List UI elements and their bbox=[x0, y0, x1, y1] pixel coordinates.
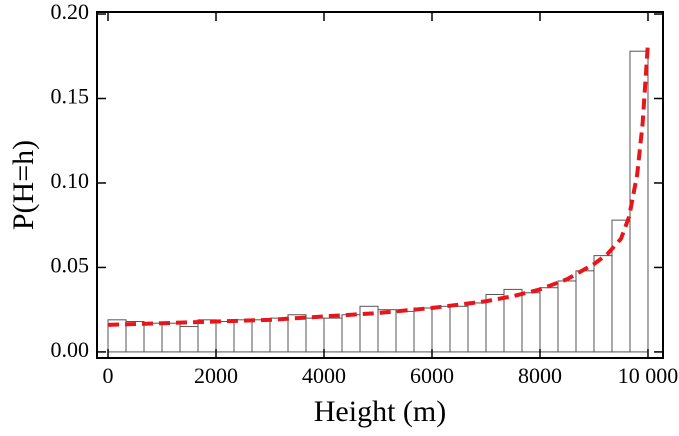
bar bbox=[431, 305, 451, 353]
y-tick-label: 0.20 bbox=[51, 0, 90, 24]
x-tick-label: 0 bbox=[103, 363, 114, 388]
bar bbox=[593, 255, 613, 353]
x-tick-label: 4000 bbox=[302, 363, 346, 388]
bar bbox=[467, 302, 487, 353]
y-axis-label: P(H=h) bbox=[7, 140, 40, 230]
bar bbox=[323, 317, 343, 353]
bar bbox=[251, 319, 271, 353]
bar bbox=[557, 280, 577, 353]
bar bbox=[539, 287, 559, 353]
bar bbox=[269, 317, 289, 353]
x-tick-label: 6000 bbox=[410, 363, 454, 388]
bar bbox=[197, 319, 217, 353]
bar bbox=[161, 322, 181, 353]
bar bbox=[287, 314, 307, 353]
bar bbox=[485, 293, 505, 353]
bar bbox=[305, 317, 325, 353]
bar bbox=[395, 310, 415, 353]
y-tick-label: 0.00 bbox=[51, 337, 90, 362]
bar bbox=[233, 319, 253, 353]
plot-frame bbox=[96, 11, 664, 359]
bar bbox=[575, 270, 595, 353]
fit-curve bbox=[107, 42, 650, 327]
bar bbox=[215, 321, 235, 353]
bar bbox=[377, 309, 397, 353]
x-tick-label: 8000 bbox=[518, 363, 562, 388]
x-tick-label: 10 000 bbox=[618, 363, 679, 388]
x-axis-label: Height (m) bbox=[314, 395, 446, 428]
x-tick-label: 2000 bbox=[194, 363, 238, 388]
bar bbox=[179, 326, 199, 353]
bar bbox=[341, 314, 361, 353]
bar bbox=[143, 322, 163, 353]
y-tick-label: 0.15 bbox=[51, 84, 90, 109]
y-tick-label: 0.10 bbox=[51, 168, 90, 193]
y-tick-label: 0.05 bbox=[51, 252, 90, 277]
bar bbox=[521, 292, 541, 353]
bar bbox=[449, 305, 469, 353]
bar bbox=[413, 307, 433, 353]
